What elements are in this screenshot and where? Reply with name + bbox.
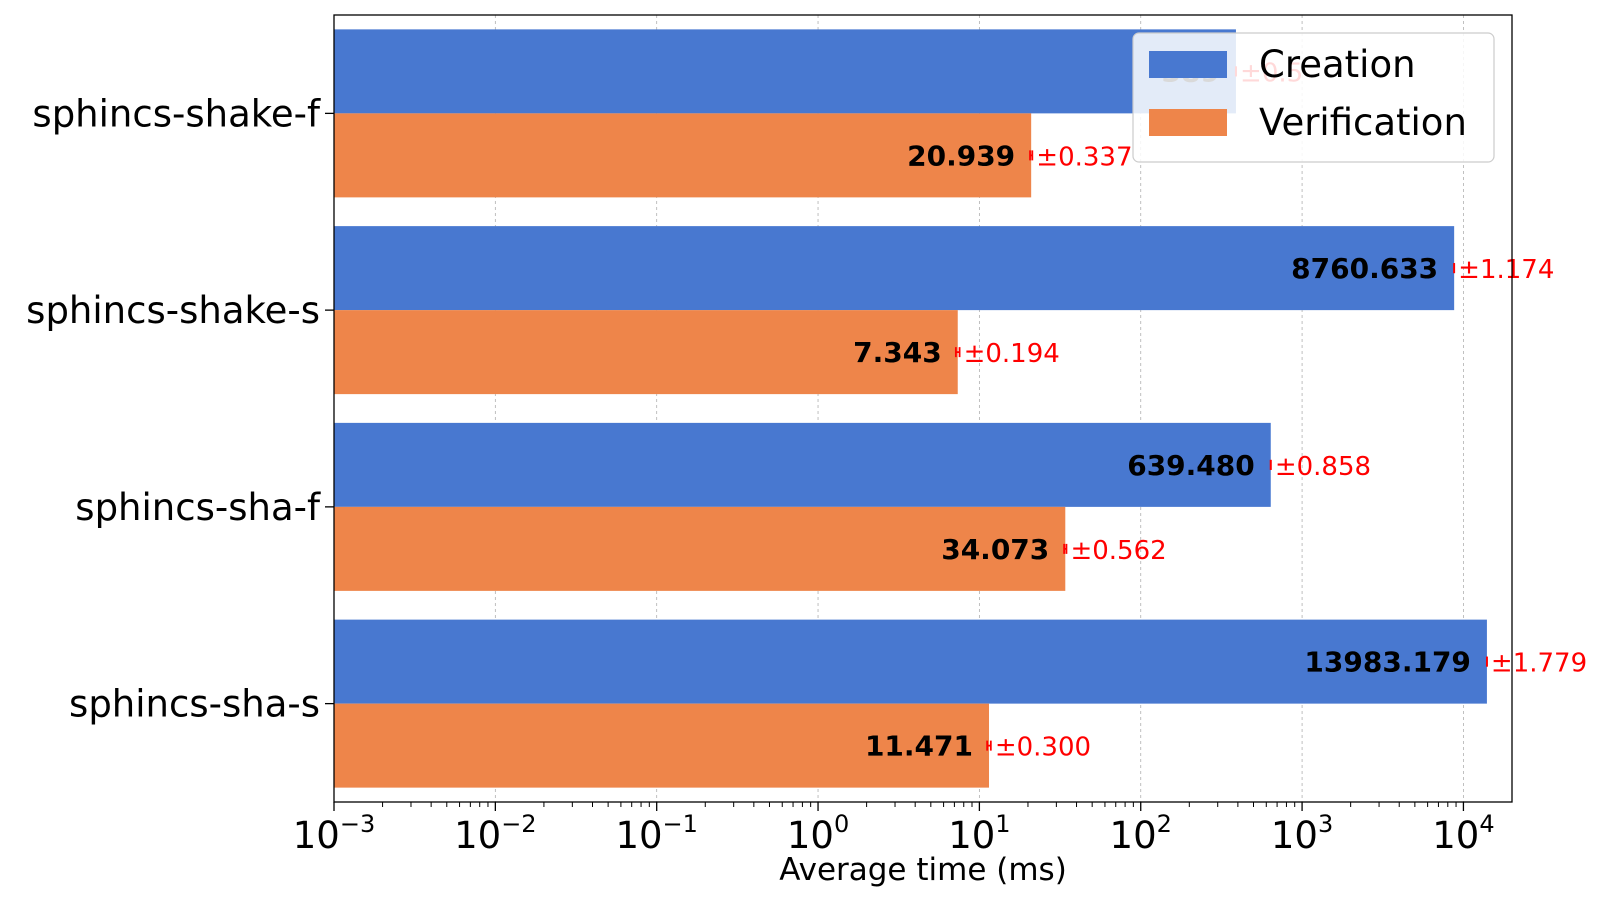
bar-verification: [334, 113, 1032, 198]
x-tick-label: 102: [1110, 810, 1172, 857]
x-tick-label: 10−3: [293, 810, 375, 857]
bar-verification: [334, 506, 1066, 591]
legend-swatch: [1149, 109, 1227, 136]
x-tick-label: 101: [948, 810, 1010, 857]
plot-frame: [333, 14, 1513, 803]
x-tick-label: 103: [1271, 810, 1333, 857]
value-label: 8760.633: [1291, 252, 1438, 285]
value-label: 34.073: [941, 533, 1049, 566]
x-tick-label: 100: [787, 810, 849, 857]
x-tick-label: 10−1: [615, 810, 697, 857]
bars: [334, 29, 1487, 788]
x-tick-label: 10−2: [454, 810, 536, 857]
x-axis-label: Average time (ms): [779, 852, 1067, 888]
data-labels: 389±0.520.939±0.3378760.633±1.1747.343±0…: [853, 55, 1587, 762]
bar-verification: [334, 703, 990, 788]
error-label: ±0.194: [964, 339, 1060, 369]
bar-creation: [334, 226, 1455, 311]
y-tick-label: sphincs-shake-s: [26, 289, 320, 332]
legend-label: Verification: [1259, 101, 1467, 144]
error-label: ±0.300: [995, 733, 1091, 763]
legend-swatch: [1149, 51, 1227, 78]
value-label: 11.471: [865, 730, 973, 763]
error-label: ±0.858: [1275, 452, 1371, 482]
y-tick-label: sphincs-sha-s: [69, 683, 320, 726]
bar-creation: [334, 29, 1236, 114]
error-label: ±0.562: [1070, 536, 1166, 566]
y-tick-label: sphincs-shake-f: [32, 92, 321, 135]
legend-label: Creation: [1259, 43, 1416, 86]
bar-creation: [334, 422, 1271, 507]
x-tick-label: 104: [1432, 810, 1494, 857]
y-tick-label: sphincs-sha-f: [75, 486, 321, 529]
value-label: 20.939: [907, 139, 1015, 172]
value-label: 639.480: [1127, 449, 1255, 482]
error-label: ±0.337: [1036, 142, 1132, 172]
error-label: ±1.779: [1491, 649, 1587, 679]
value-label: 13983.179: [1304, 646, 1471, 679]
axes: 10−3 10−2 10−1 100 101 102 103 104 sphincs-shake…: [26, 92, 1494, 857]
legend: Creation Verification: [1132, 32, 1495, 163]
bar-creation: [334, 619, 1487, 704]
value-label: 7.343: [853, 336, 942, 369]
bar-verification: [334, 310, 958, 395]
error-label: ±1.174: [1458, 255, 1554, 285]
